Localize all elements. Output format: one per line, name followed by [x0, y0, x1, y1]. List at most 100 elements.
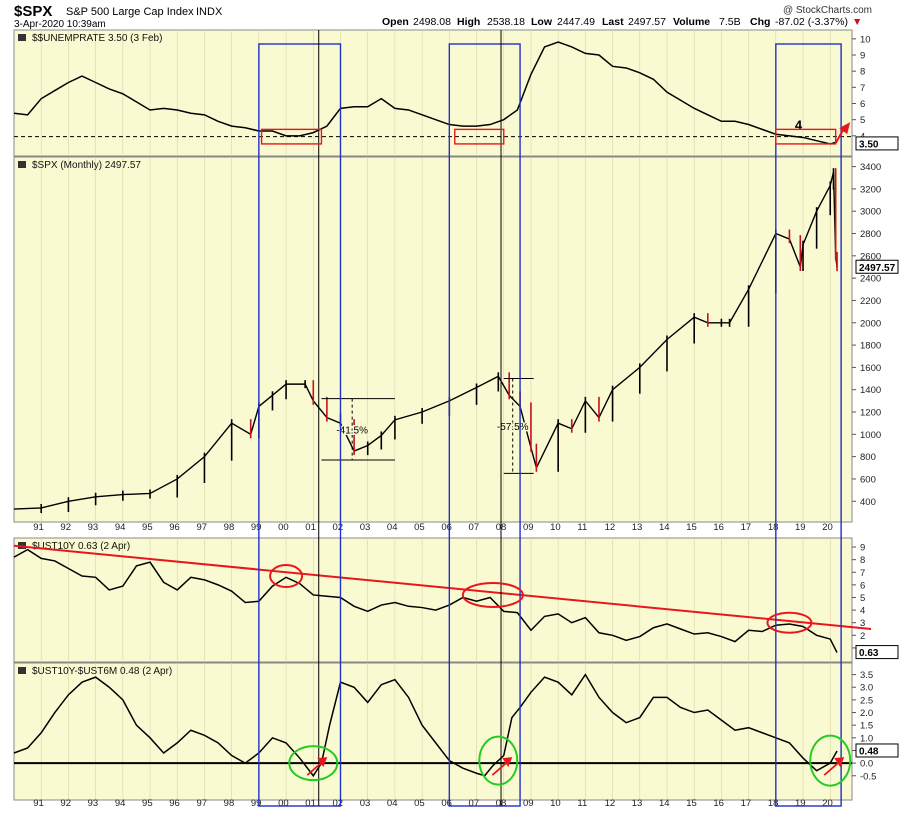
panel-title: $UST10Y 0.63 (2 Apr)	[32, 541, 130, 552]
yield-peak-circle	[766, 611, 813, 634]
x-tick-label: 13	[632, 522, 643, 533]
y-tick-label: 1800	[860, 341, 881, 352]
x-tick-label: 15	[686, 522, 697, 533]
x-tick-label: 05	[414, 522, 425, 533]
x-tick-label: 19	[795, 798, 806, 809]
x-tick-label: 92	[60, 798, 71, 809]
y-tick-label: 2.0	[860, 708, 873, 719]
x-tick-label: 01	[305, 522, 316, 533]
series-color-swatch	[18, 34, 26, 41]
x-tick-label: 99	[251, 522, 262, 533]
inversion-arrow-head	[502, 757, 513, 768]
last-value-label: 0.48	[859, 746, 879, 757]
annotation-label: 4	[795, 117, 803, 132]
panel-background	[13, 156, 853, 523]
x-tick-label: 14	[659, 522, 670, 533]
y-tick-label: 6	[860, 580, 865, 591]
x-tick-label: 02	[332, 798, 343, 809]
x-tick-label: 13	[632, 798, 643, 809]
unemployment-low-box	[775, 128, 837, 145]
x-tick-label: 10	[550, 798, 561, 809]
yield-peak-circle	[461, 581, 524, 608]
y-tick-label: 10	[860, 34, 871, 45]
x-tick-label: 94	[115, 522, 126, 533]
y-tick-label: 4	[860, 606, 865, 617]
x-tick-label: 94	[115, 798, 126, 809]
y-tick-label: 2800	[860, 229, 881, 240]
x-tick-label: 06	[441, 522, 452, 533]
last-value-tag	[855, 645, 899, 660]
y-tick-label: 2200	[860, 296, 881, 307]
highlight-box	[258, 43, 342, 807]
drawdown-label: -57.5%	[497, 422, 529, 433]
x-tick-label: 05	[414, 798, 425, 809]
y-tick-label: 1400	[860, 385, 881, 396]
x-tick-label: 20	[822, 798, 833, 809]
y-tick-label: 1600	[860, 363, 881, 374]
panel-1: 400 600 800 1000 1200 1400 1600 1800 2000 2200 240…	[13, 156, 899, 523]
panel-title: $SPX (Monthly) 2497.57	[32, 160, 141, 171]
x-tick-label: 19	[795, 522, 806, 533]
x-tick-label: 06	[441, 798, 452, 809]
unemployment-low-box	[260, 128, 323, 145]
last-value-tag	[855, 136, 899, 151]
last-value-label: 0.63	[859, 648, 879, 659]
x-tick-label: 14	[659, 798, 670, 809]
x-tick-label: 91	[33, 798, 44, 809]
x-tick-label: 09	[523, 798, 534, 809]
volume-label: Volume	[673, 16, 710, 28]
inversion-arrow	[491, 760, 509, 776]
series-color-swatch	[18, 667, 26, 674]
x-tick-label: 98	[224, 522, 235, 533]
x-tick-label: 20	[822, 522, 833, 533]
yield-peak-circle	[269, 564, 304, 589]
x-tick-label: 18	[768, 522, 779, 533]
highlight-box	[775, 43, 842, 807]
inversion-circle	[478, 735, 519, 786]
quote-bar: Open 2498.08 High 2538.18 Low 2447.49 La…	[382, 16, 862, 28]
x-tick-label: 17	[741, 798, 752, 809]
trend-line	[13, 544, 872, 630]
panel-3: -0.50.00.51.01.52.02.53.03.5$UST10Y-$UST…	[13, 662, 899, 801]
x-tick-label: 00	[278, 522, 289, 533]
inversion-arrow-head	[834, 757, 845, 768]
low-value: 2447.49	[557, 16, 595, 28]
series-line	[13, 673, 838, 778]
drawdown-label: -41.5%	[336, 425, 368, 436]
low-label: Low	[531, 16, 553, 28]
inversion-circle	[288, 745, 339, 782]
y-tick-label: 2400	[860, 274, 881, 285]
y-tick-label: 800	[860, 452, 876, 463]
series-line	[13, 41, 836, 145]
y-tick-label: 600	[860, 474, 876, 485]
spx-price-line	[13, 171, 838, 510]
open-value: 2498.08	[413, 16, 451, 28]
panel-0: 45678910$$UNEMPRATE 3.50 (3 Feb)43.50	[13, 29, 899, 157]
volume-value: 7.5B	[719, 16, 741, 28]
security-name: S&P 500 Large Cap Index	[66, 6, 194, 18]
x-tick-label: 11	[577, 798, 587, 809]
x-tick-label: 99	[251, 798, 262, 809]
x-tick-label: 12	[605, 522, 616, 533]
x-tick-label: 97	[196, 522, 207, 533]
y-tick-label: 9	[860, 543, 865, 554]
x-tick-label: 96	[169, 522, 180, 533]
y-tick-label: 2.5	[860, 695, 873, 706]
inversion-arrow	[306, 760, 324, 776]
y-tick-label: 9	[860, 51, 865, 62]
y-tick-label: 5	[860, 115, 865, 126]
last-value-tag	[855, 259, 899, 274]
x-tick-label: 04	[387, 798, 398, 809]
x-tick-label: 15	[686, 798, 697, 809]
y-tick-label: 7	[860, 83, 865, 94]
chg-value: -87.02 (-3.37%)	[775, 16, 848, 28]
x-tick-label: 95	[142, 798, 153, 809]
x-tick-label: 16	[713, 522, 724, 533]
x-tick-label: 00	[278, 798, 289, 809]
panel-title: $UST10Y-$UST6M 0.48 (2 Apr)	[32, 666, 172, 677]
x-tick-label: 18	[768, 798, 779, 809]
last-value: 2497.57	[628, 16, 666, 28]
x-tick-label: 97	[196, 798, 207, 809]
x-tick-label: 01	[305, 798, 316, 809]
